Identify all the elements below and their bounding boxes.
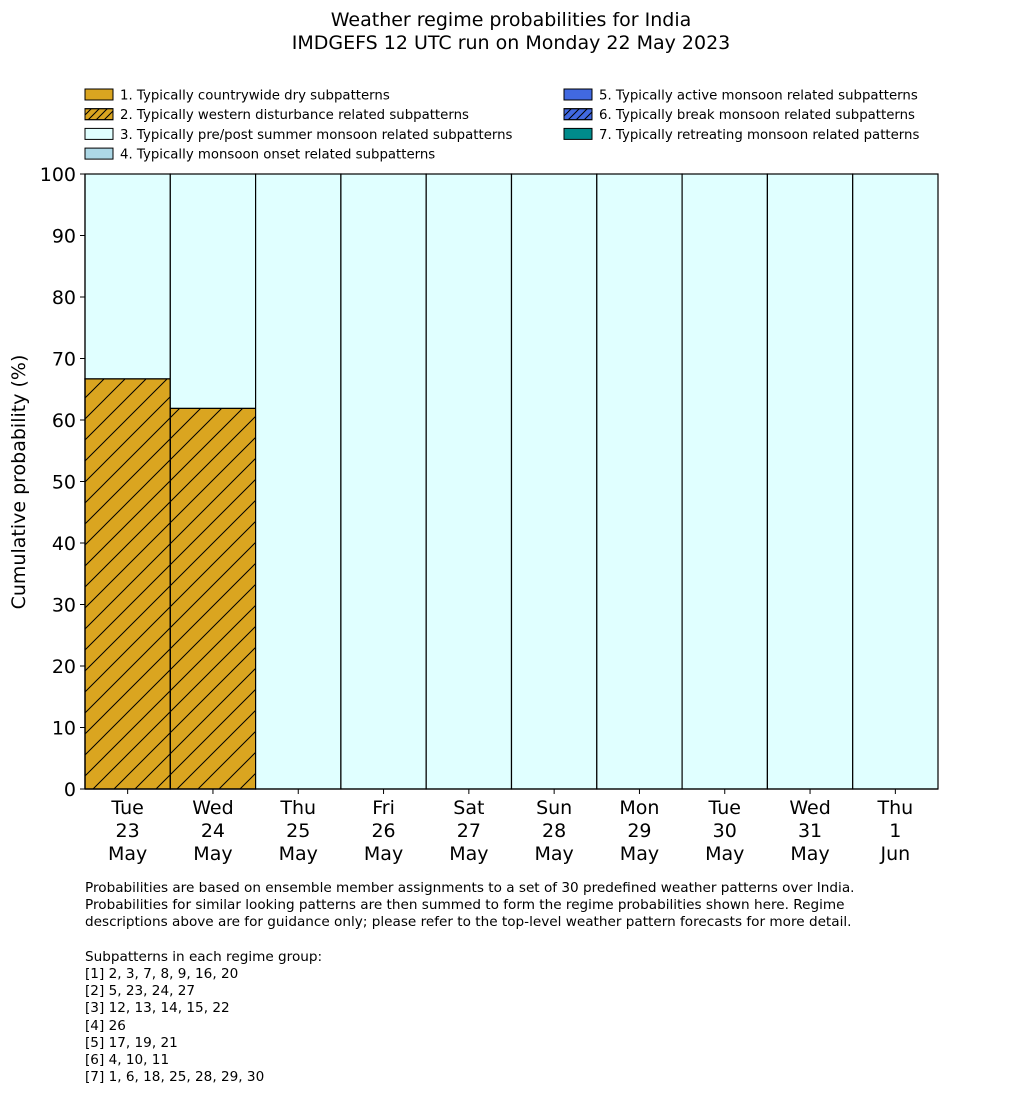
x-tick-label: Jun: [880, 843, 911, 865]
bar-segment-3: [852, 173, 939, 790]
x-tick-label: Tue: [708, 797, 741, 819]
y-axis-label: Cumulative probability (%): [8, 355, 30, 610]
bar-segment-3: [596, 173, 683, 790]
legend-label: 7. Typically retreating monsoon related …: [599, 128, 919, 143]
x-tick-label: Tue: [110, 797, 143, 819]
y-tick-label: 70: [52, 349, 76, 371]
x-tick-label: 24: [201, 820, 225, 842]
legend-label: 4. Typically monsoon onset related subpa…: [120, 148, 435, 163]
legend-swatch: [84, 88, 114, 101]
x-tick-label: May: [535, 843, 574, 865]
bar-segment-3: [681, 173, 768, 790]
x-tick-label: 31: [798, 820, 822, 842]
x-tick-label: May: [279, 843, 318, 865]
bar-segment-3: [766, 173, 854, 790]
bars: [84, 173, 939, 790]
y-tick-label: 80: [52, 287, 76, 309]
legend-swatch: [84, 147, 114, 160]
y-tick-label: 50: [52, 472, 76, 494]
x-tick-label: Fri: [372, 797, 395, 819]
legend-label: 3. Typically pre/post summer monsoon rel…: [120, 128, 513, 143]
y-tick-label: 60: [52, 410, 76, 432]
legend-swatch-hatch: [563, 108, 593, 121]
x-tick-label: May: [620, 843, 659, 865]
legend-label: 1. Typically countrywide dry subpatterns: [120, 89, 390, 104]
x-tick-label: 27: [457, 820, 481, 842]
legend-swatch: [563, 88, 593, 101]
x-tick-label: May: [705, 843, 744, 865]
y-tick-label: 30: [52, 595, 76, 617]
bar-segment-3: [425, 173, 513, 790]
footnote-text: Probabilities are based on ensemble memb…: [85, 880, 855, 1086]
legend: 1. Typically countrywide dry subpatterns…: [84, 88, 919, 163]
legend-label: 5. Typically active monsoon related subp…: [599, 89, 918, 104]
bar-hatch-2: [84, 378, 171, 790]
bar-segment-3: [255, 173, 342, 790]
x-tick-label: Sun: [536, 797, 572, 819]
x-tick-label: 23: [116, 820, 140, 842]
y-tick-label: 90: [52, 226, 76, 248]
legend-swatch-hatch: [84, 108, 114, 121]
x-tick-label: 29: [627, 820, 651, 842]
x-tick-label: May: [108, 843, 147, 865]
bar-hatch-2: [169, 407, 257, 790]
x-tick-label: May: [193, 843, 232, 865]
y-tick-label: 100: [40, 164, 76, 186]
legend-swatch: [84, 127, 114, 140]
x-tick-label: 26: [371, 820, 395, 842]
x-tick-label: Mon: [619, 797, 659, 819]
x-tick-label: 28: [542, 820, 566, 842]
x-tick-label: May: [449, 843, 488, 865]
y-tick-label: 0: [64, 779, 76, 801]
x-tick-label: May: [790, 843, 829, 865]
chart-svg: Weather regime probabilities for India I…: [8, 9, 939, 865]
x-tick-label: Wed: [789, 797, 830, 819]
bar-segment-3: [340, 173, 427, 790]
y-tick-label: 10: [52, 718, 76, 740]
legend-label: 6. Typically break monsoon related subpa…: [599, 108, 915, 123]
chart-subtitle: IMDGEFS 12 UTC run on Monday 22 May 2023: [292, 32, 731, 54]
legend-swatch: [563, 127, 593, 140]
legend-label: 2. Typically western disturbance related…: [120, 108, 469, 123]
x-tick-label: 1: [889, 820, 901, 842]
y-tick-label: 20: [52, 656, 76, 678]
x-tick-label: May: [364, 843, 403, 865]
x-tick-label: Thu: [876, 797, 913, 819]
chart-title: Weather regime probabilities for India: [331, 9, 692, 31]
axes: 0102030405060708090100Tue23MayWed24MayTh…: [40, 164, 938, 865]
x-tick-label: Sat: [453, 797, 484, 819]
bar-segment-3: [84, 173, 171, 380]
x-tick-label: 30: [713, 820, 737, 842]
x-tick-label: Wed: [192, 797, 233, 819]
x-tick-label: Thu: [279, 797, 316, 819]
bar-segment-3: [169, 173, 257, 409]
bar-segment-3: [510, 173, 598, 790]
y-tick-label: 40: [52, 533, 76, 555]
x-tick-label: 25: [286, 820, 310, 842]
